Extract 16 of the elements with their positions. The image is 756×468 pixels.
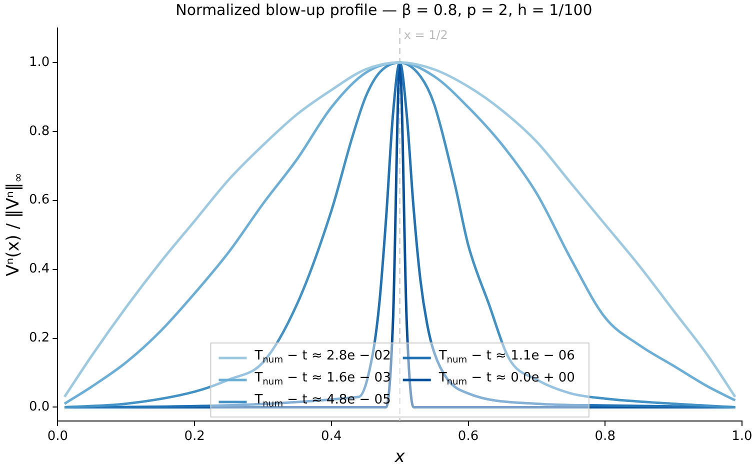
x-tick-label: 0.2 (184, 429, 205, 444)
x-tick-label: 0.0 (47, 429, 68, 444)
chart-title: Normalized blow-up profile — β = 0.8, p = 2, h = 1/100 (176, 0, 592, 19)
y-tick-label: 0.4 (28, 262, 50, 277)
x-tick-label: 0.6 (458, 429, 479, 444)
y-tick-label: 0.2 (28, 330, 50, 346)
x-tick-label: 0.8 (594, 429, 616, 444)
ref-line-label: x = 1/2 (404, 28, 448, 42)
y-tick-label: 0.8 (28, 124, 50, 139)
x-tick-label: 1.0 (732, 429, 752, 444)
y-tick-label: 0.0 (28, 400, 50, 415)
x-tick-label: 0.4 (321, 429, 342, 444)
y-axis-title: Vⁿ(x) / ‖Vⁿ‖∞ (3, 172, 26, 276)
y-tick-label: 0.6 (28, 192, 50, 208)
x-axis-title: x (394, 447, 406, 468)
y-tick-label: 1.0 (28, 54, 50, 70)
